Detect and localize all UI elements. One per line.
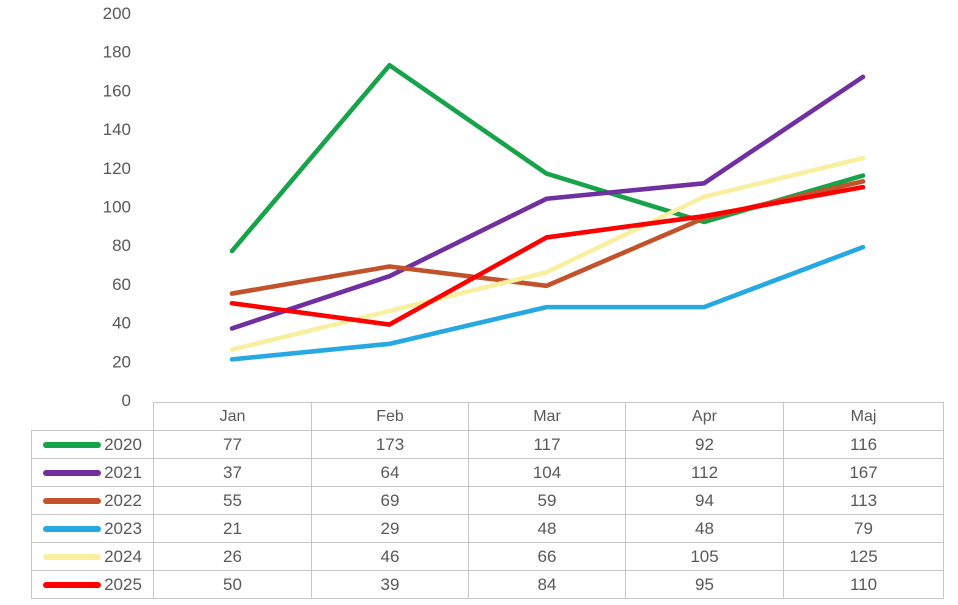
- y-axis-tick-label: 140: [103, 120, 131, 139]
- value-cell-2021-mar: 104: [468, 458, 626, 487]
- value-cell-2020-feb: 173: [311, 430, 469, 459]
- series-label: 2023: [104, 518, 142, 538]
- value-cell-2024-maj: 125: [783, 542, 944, 571]
- y-axis-tick-label: 60: [112, 275, 131, 294]
- legend-cell-2025: 2025: [31, 570, 154, 599]
- column-header-feb: Feb: [311, 402, 469, 431]
- table-corner-cell: [32, 403, 154, 431]
- legend-cell-2020: 2020: [31, 430, 154, 459]
- table-row-2022: 2022 55 69 59 94 113: [31, 486, 944, 515]
- legend-swatch-2023: [43, 525, 102, 532]
- y-axis-tick-label: 120: [103, 159, 131, 178]
- series-label: 2024: [104, 546, 142, 566]
- legend-cell-2022: 2022: [31, 486, 154, 515]
- y-axis-tick-label: 20: [112, 352, 131, 371]
- legend-entry: 2021: [33, 462, 153, 483]
- value-cell-2021-apr: 112: [625, 458, 784, 487]
- table-row-2021: 2021 37 64 104 112 167: [31, 458, 944, 487]
- value-cell-2023-maj: 79: [783, 514, 944, 543]
- series-label: 2020: [104, 434, 142, 454]
- column-header-mar: Mar: [468, 402, 626, 431]
- value-cell-2025-apr: 95: [625, 570, 784, 599]
- series-line-2023: [229, 244, 866, 362]
- series-line-2024: [229, 155, 866, 352]
- value-cell-2022-feb: 69: [311, 486, 469, 515]
- series-line-2025: [229, 184, 866, 327]
- column-header-apr: Apr: [625, 402, 784, 431]
- legend-swatch-2025: [43, 581, 102, 588]
- value-cell-2020-mar: 117: [468, 430, 626, 459]
- table-row-2023: 2023 21 29 48 48 79: [31, 514, 944, 543]
- value-cell-2020-maj: 116: [783, 430, 944, 459]
- value-cell-2024-feb: 46: [311, 542, 469, 571]
- value-cell-2025-jan: 50: [153, 570, 312, 599]
- legend-cell-2021: 2021: [31, 458, 154, 487]
- legend-swatch-2022: [43, 497, 102, 504]
- value-cell-2025-maj: 110: [783, 570, 944, 599]
- value-cell-2022-apr: 94: [625, 486, 784, 515]
- data-table: Jan Feb Mar Apr Maj 2020 77 173 117 92 116 2021 37 64…: [31, 402, 944, 599]
- value-cell-2021-feb: 64: [311, 458, 469, 487]
- legend-entry: 2020: [33, 434, 153, 455]
- table-row-2025: 2025 50 39 84 95 110: [31, 570, 944, 599]
- value-cell-2022-mar: 59: [468, 486, 626, 515]
- y-axis-tick-label: 0: [122, 391, 131, 410]
- column-header-jan: Jan: [153, 402, 312, 431]
- y-axis-tick-label: 80: [112, 236, 131, 255]
- table-header-row: Jan Feb Mar Apr Maj: [32, 402, 944, 431]
- table-row-2024: 2024 26 46 66 105 125: [31, 542, 944, 571]
- value-cell-2022-maj: 113: [783, 486, 944, 515]
- value-cell-2021-maj: 167: [783, 458, 944, 487]
- column-header-maj: Maj: [783, 402, 944, 431]
- series-line-2021: [229, 74, 866, 331]
- value-cell-2020-apr: 92: [625, 430, 784, 459]
- value-cell-2025-feb: 39: [311, 570, 469, 599]
- y-axis-tick-label: 40: [112, 314, 131, 333]
- legend-entry: 2023: [33, 518, 153, 539]
- series-label: 2021: [104, 462, 142, 482]
- y-axis-tick-label: 180: [103, 43, 131, 62]
- table-row-2020: 2020 77 173 117 92 116: [31, 430, 944, 459]
- line-chart-plot: 0 20 40 60 80 100 120 140 160 180 200: [103, 4, 866, 410]
- y-axis-tick-label: 100: [103, 198, 131, 217]
- legend-entry: 2025: [33, 574, 153, 595]
- legend-cell-2023: 2023: [31, 514, 154, 543]
- value-cell-2024-jan: 26: [153, 542, 312, 571]
- value-cell-2021-jan: 37: [153, 458, 312, 487]
- series-label: 2025: [104, 574, 142, 594]
- value-cell-2022-jan: 55: [153, 486, 312, 515]
- value-cell-2023-mar: 48: [468, 514, 626, 543]
- legend-entry: 2024: [33, 546, 153, 567]
- y-axis-tick-label: 200: [103, 4, 131, 23]
- value-cell-2023-apr: 48: [625, 514, 784, 543]
- value-cell-2025-mar: 84: [468, 570, 626, 599]
- series-label: 2022: [104, 490, 142, 510]
- value-cell-2024-mar: 66: [468, 542, 626, 571]
- legend-swatch-2021: [43, 469, 102, 476]
- value-cell-2020-jan: 77: [153, 430, 312, 459]
- value-cell-2023-jan: 21: [153, 514, 312, 543]
- legend-swatch-2020: [43, 441, 102, 448]
- series-line-2020: [229, 62, 866, 254]
- legend-entry: 2022: [33, 490, 153, 511]
- y-axis-tick-label: 160: [103, 81, 131, 100]
- legend-cell-2024: 2024: [31, 542, 154, 571]
- value-cell-2023-feb: 29: [311, 514, 469, 543]
- legend-swatch-2024: [43, 553, 102, 560]
- value-cell-2024-apr: 105: [625, 542, 784, 571]
